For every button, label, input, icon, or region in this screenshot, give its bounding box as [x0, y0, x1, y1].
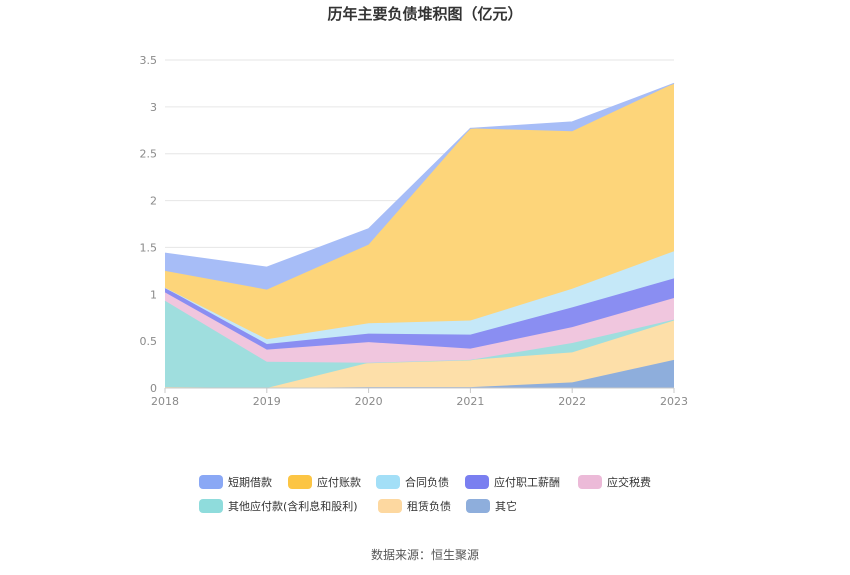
- x-tick-label: 2018: [151, 395, 179, 408]
- legend-swatch: [199, 499, 223, 513]
- legend-swatch: [465, 475, 489, 489]
- axes: 2018 2019 2020 2021 2022 2023: [151, 387, 688, 408]
- legend-item[interactable]: 应付职工薪酬: [465, 475, 560, 489]
- x-tick-label: 2019: [253, 395, 281, 408]
- y-tick-label: 0.5: [140, 335, 158, 348]
- y-tick-label: 0: [150, 382, 157, 395]
- legend-swatch: [378, 499, 402, 513]
- area-series-4[interactable]: [165, 278, 674, 350]
- legend-swatch: [199, 475, 223, 489]
- legend-item[interactable]: 应付账款: [288, 475, 361, 489]
- legend-item[interactable]: 租赁负债: [378, 499, 451, 513]
- x-tick-label: 2022: [558, 395, 586, 408]
- legend-label: 其他应付款(含利息和股利): [228, 499, 358, 513]
- area-series-6[interactable]: [165, 83, 674, 340]
- chart-title: 历年主要负债堆积图（亿元）: [327, 5, 522, 23]
- legend-label: 应付账款: [317, 475, 361, 489]
- area-series: [164, 82, 675, 389]
- y-tick-label: 3.5: [140, 54, 158, 67]
- area-series-2[interactable]: [165, 300, 674, 388]
- legend-item[interactable]: 其他应付款(含利息和股利): [199, 499, 358, 513]
- area-series-1[interactable]: [165, 320, 674, 389]
- area-series-3[interactable]: [165, 292, 674, 363]
- legend-item[interactable]: 应交税费: [578, 475, 651, 489]
- x-tick-label: 2023: [660, 395, 688, 408]
- legend-label: 合同负债: [405, 475, 449, 489]
- x-tick-label: 2021: [456, 395, 484, 408]
- legend-swatch: [288, 475, 312, 489]
- y-tick-label: 1: [150, 288, 157, 301]
- legend-label: 其它: [495, 499, 517, 513]
- legend-label: 应付职工薪酬: [494, 475, 560, 489]
- legend-item[interactable]: 其它: [466, 499, 517, 513]
- legend-item[interactable]: 合同负债: [376, 475, 449, 489]
- legend-swatch: [376, 475, 400, 489]
- y-tick-label: 1.5: [140, 241, 158, 254]
- y-tick-label: 2: [150, 195, 157, 208]
- legend-swatch: [466, 499, 490, 513]
- area-series-7[interactable]: [165, 83, 674, 290]
- x-tick-label: 2020: [355, 395, 383, 408]
- area-series-5[interactable]: [165, 251, 674, 344]
- legend-swatch: [578, 475, 602, 489]
- legend-label: 租赁负债: [407, 499, 451, 513]
- y-tick-label: 2.5: [140, 148, 158, 161]
- area-series-0[interactable]: [165, 359, 674, 388]
- legend-label: 应交税费: [607, 475, 651, 489]
- legend-label: 短期借款: [228, 475, 272, 489]
- data-source: 数据来源：恒生聚源: [371, 547, 479, 562]
- area-series-edge-7: [164, 82, 675, 268]
- legend-item[interactable]: 短期借款: [199, 475, 272, 489]
- y-tick-label: 3: [150, 101, 157, 114]
